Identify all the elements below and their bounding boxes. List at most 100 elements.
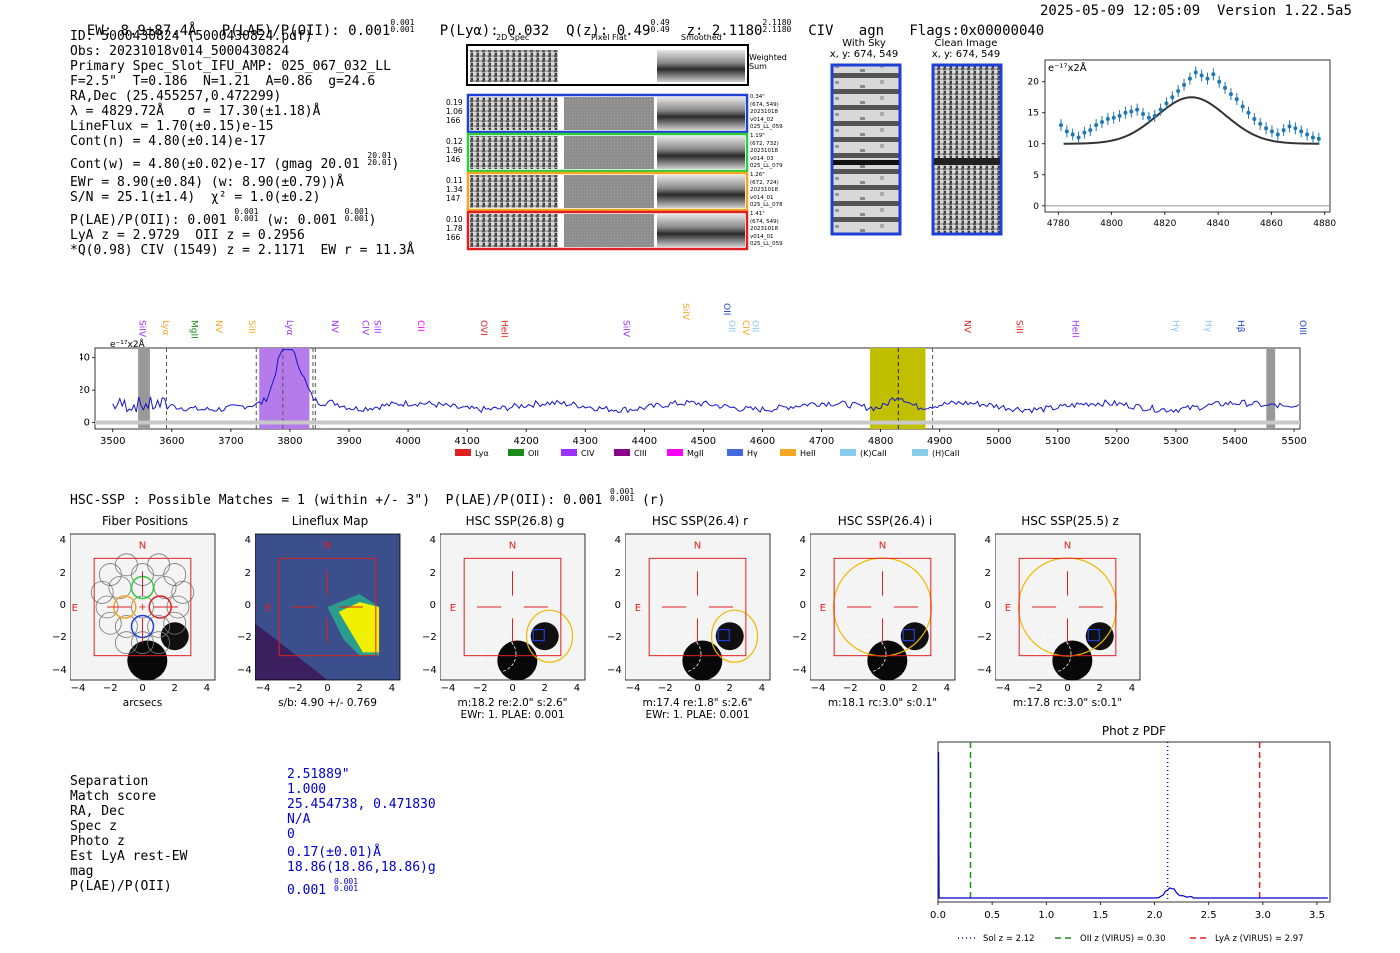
info-lya-z: LyA z = 2.9729 OII z = 0.2956 (70, 228, 305, 243)
info-radec: RA,Dec (25.455257,0.472299) (70, 89, 282, 104)
image-panel-2: Lineflux Map N E (255, 512, 405, 727)
info-obs: Obs: 20231018v014_5000430824 (70, 44, 290, 59)
panel-ytick-label: −2 (977, 632, 992, 644)
line-fit-point (1240, 104, 1245, 109)
panel-ytick-label: −4 (977, 664, 992, 676)
masked-band-blue (138, 348, 150, 429)
fiber-row-4-2d (470, 214, 558, 247)
line-label-9: CII (415, 320, 425, 332)
clean-image (931, 63, 1003, 236)
fiber-row-1-smooth (657, 97, 745, 130)
spectrum-legend-swatch-4 (667, 449, 683, 456)
fiber-row-3-values: 0.11 1.34 147 (446, 176, 463, 203)
spectrum-legend-swatch-0 (455, 449, 471, 456)
line-fit-point (1223, 85, 1228, 90)
spectrum-xtick-label-4: 3900 (336, 436, 361, 447)
panel-ytick-label: 2 (429, 567, 436, 579)
civ-band (869, 348, 926, 429)
col-smoothed: Smoothed (681, 33, 722, 42)
line-fit-point (1141, 111, 1146, 116)
spectrum-legend-swatch-5 (727, 449, 743, 456)
line-label-4: SiII (246, 320, 256, 334)
line-label-6: NV (329, 320, 339, 334)
spectrum-xtick-label-8: 4300 (573, 436, 598, 447)
fiber-row-1-meta: 0.34" (674, 549) 20231018 v014_02 025_LL_059 (750, 94, 783, 130)
panel-ytick-label: −2 (792, 632, 807, 644)
label-lya-ew: Est LyA rest-EW (70, 849, 188, 864)
line-label-16: NV (962, 320, 972, 334)
line-fit-point (1264, 126, 1269, 131)
spectrum-ytick-label-2: 40 (80, 353, 90, 364)
line-label-21: Hβ (1235, 320, 1245, 333)
line-label-0: SiIV (136, 320, 146, 338)
panel-frame (625, 533, 771, 681)
panel-title: Lineflux Map (291, 514, 369, 528)
panel-xtick-label: −4 (70, 683, 86, 694)
panel-ytick-label: 0 (614, 600, 621, 611)
header-plae-frac: 0.001 0.001 (390, 18, 415, 34)
image-panel-1: Fiber Positions + N E (70, 512, 220, 727)
panel-xtick-label: 4 (758, 683, 766, 694)
lineflux-peak (338, 602, 380, 653)
panel-xtick-label: 4 (1128, 683, 1136, 694)
spectrum-unit: e⁻¹⁷x2Å (110, 338, 146, 350)
line-fit-point (1299, 129, 1304, 134)
search-box (463, 557, 562, 657)
photz-frame (937, 741, 1331, 903)
aperture-ellipse (525, 609, 574, 663)
fiber-circle-18 (147, 615, 171, 638)
with-sky-image (830, 63, 902, 236)
spectrum-xtick-label-18: 5300 (1163, 436, 1188, 447)
photz-xtick-label-2: 1.0 (1038, 910, 1054, 921)
fiber-row-2-smooth (657, 136, 745, 169)
spectrum-noise-band (95, 420, 1300, 425)
line-fit-point (1111, 115, 1116, 120)
panel-xtick-label: 4 (203, 683, 211, 694)
panel-ytick-label: 0 (799, 600, 806, 611)
line-fit-point (1064, 129, 1069, 134)
panel-xtick-label: 2 (911, 683, 918, 694)
line-label-17: SiII (1014, 320, 1024, 334)
panel-caption-2: EWr: 1. PLAE: 0.001 (645, 709, 750, 721)
compass-e: E (72, 603, 78, 614)
line-fit-ytick-label-4: 20 (1028, 78, 1040, 88)
aperture-dashed (664, 635, 702, 673)
line-label-13: OII (726, 320, 736, 332)
value-plae: 0.001 0.001 0.001 (287, 877, 359, 899)
clean-image-title: Clean Image x, y: 674, 549 (931, 38, 1001, 60)
panel-frame (70, 533, 216, 681)
info-fparams: F=2.5" T=0.186 N=1.21 A=0.86 g=24.6 (70, 74, 376, 89)
compass-e: E (265, 603, 271, 614)
panel-ytick-label: −2 (422, 632, 437, 644)
fiber-center-marker: + (138, 602, 146, 613)
compass-n: N (509, 541, 516, 552)
panel-ytick-label: 2 (799, 567, 806, 579)
panel-frame (995, 533, 1141, 681)
panel-ytick-label: 2 (984, 567, 991, 579)
line-fit-ytick-label-2: 10 (1028, 140, 1040, 150)
photz-legend-label-0: Sol z = 2.12 (983, 934, 1035, 944)
header-plae: P(LAE)/P(OII): 0.001 (221, 23, 391, 39)
panel-image: NE (440, 533, 586, 681)
panel-ytick-label: 4 (244, 535, 251, 547)
label-photo-z: Photo z (70, 834, 125, 849)
panel-image: NE (995, 533, 1141, 681)
value-separation: 2.51889" (287, 767, 350, 782)
info-contw: Cont(w) = 4.80(±0.02)e-17 (gmag 20.01 20… (70, 151, 400, 173)
panel-image: NE (810, 533, 956, 681)
panel-title: HSC SSP(26.8) g (465, 514, 565, 528)
spectrum-xtick-label-20: 5500 (1281, 436, 1306, 447)
spectrum-legend-label-1: OII (528, 449, 539, 458)
compass-e: E (635, 603, 641, 614)
bright-source (682, 640, 723, 681)
fiber-row-2-meta: 1.19" (672, 732) 20231018 v014_03 025_LL_079 (750, 133, 783, 169)
col-2d-spec: 2D Spec (496, 33, 530, 42)
line-fit-point (1217, 79, 1222, 84)
spectrum-legend-label-3: CIII (634, 449, 647, 458)
panel-xtick-label: 2 (541, 683, 548, 694)
line-label-20: Hγ (1203, 320, 1213, 333)
panel-caption-1: m:18.2 re:2.0" s:2.6" (457, 697, 568, 709)
fiber-row-3-smooth (657, 175, 745, 208)
line-label-15: OII (749, 320, 759, 332)
